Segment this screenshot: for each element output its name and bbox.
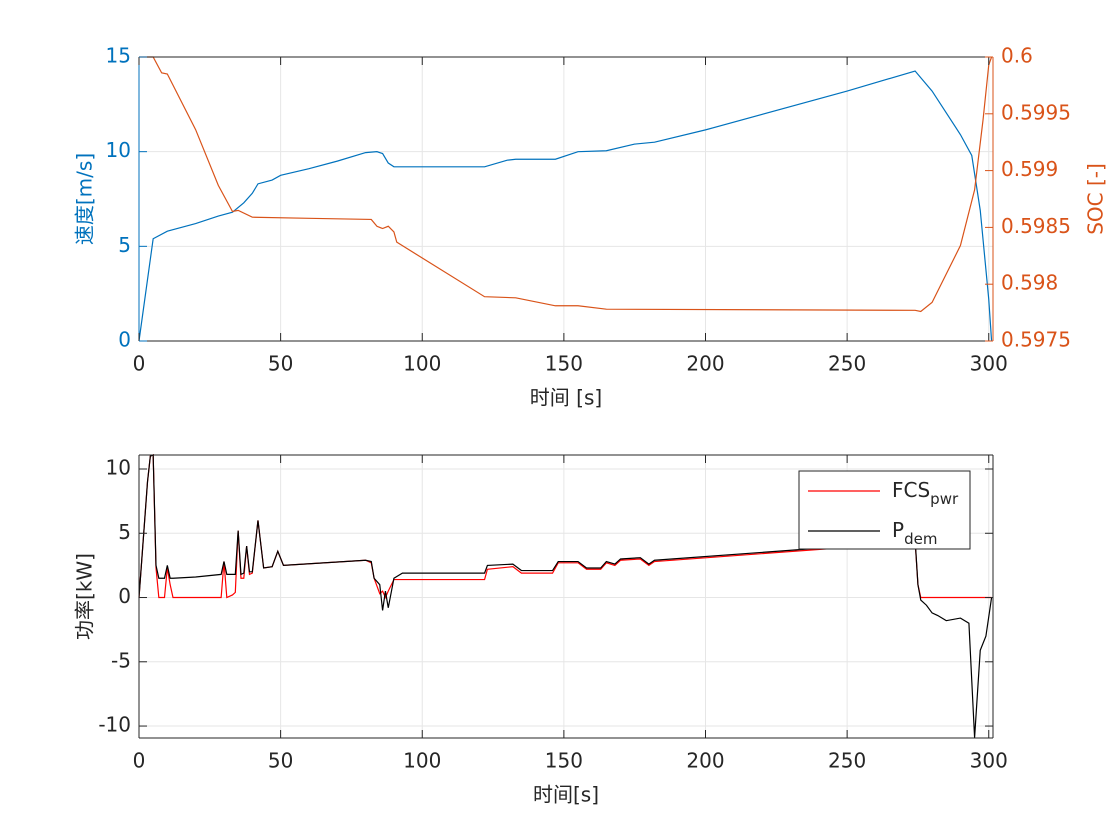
legend-box: [798, 470, 971, 550]
y-tick-label: 15: [106, 44, 131, 68]
x-tick-label: 100: [403, 352, 441, 376]
x-tick-label: 250: [828, 352, 866, 376]
x-tick-label: 300: [970, 352, 1008, 376]
x-axis-label: 时间 [s]: [530, 386, 602, 410]
y2-tick-label: 0.5985: [1001, 214, 1071, 238]
y2-tick-label: 0.599: [1001, 157, 1058, 181]
x-tick-label: 100: [403, 749, 441, 773]
legend-label: FCSpwr: [892, 478, 959, 508]
y2-axis-label: SOC [-]: [1084, 163, 1107, 235]
legend-subscript: pwr: [930, 490, 959, 508]
series-line: [139, 56, 993, 313]
x-tick-label: 200: [686, 749, 724, 773]
y-tick-label: -5: [111, 648, 131, 672]
x-tick-label: 0: [133, 749, 146, 773]
x-tick-label: 150: [545, 749, 583, 773]
y-axis-label: 功率[kW]: [73, 553, 97, 640]
y2-tick-label: 0.6: [1001, 44, 1033, 68]
y-tick-label: 0: [118, 328, 131, 352]
x-tick-label: 250: [828, 749, 866, 773]
y2-tick-label: 0.598: [1001, 271, 1058, 295]
y2-tick-label: 0.5995: [1001, 100, 1071, 124]
y-tick-label: 0: [118, 584, 131, 608]
legend-subscript: dem: [904, 530, 937, 548]
y-tick-label: 10: [106, 456, 131, 480]
x-tick-label: 300: [970, 749, 1008, 773]
y-tick-label: 10: [106, 138, 131, 162]
x-tick-label: 0: [133, 352, 146, 376]
y-tick-label: -10: [98, 713, 131, 737]
y2-tick-label: 0.5975: [1001, 328, 1071, 352]
y-tick-label: 5: [118, 233, 131, 257]
legend-name: FCS: [892, 478, 930, 502]
x-tick-label: 150: [545, 352, 583, 376]
x-tick-label: 50: [268, 352, 293, 376]
series-line: [138, 70, 993, 342]
y-axis-label: 速度[m/s]: [73, 153, 97, 245]
x-axis-label: 时间[s]: [533, 783, 599, 807]
axes: 0 50 100 150 200 250 300 0 5 10 15 0.5975 0.598 0.598…: [73, 44, 1107, 410]
legend-name: P: [892, 518, 904, 542]
legend-label: Pdem: [892, 518, 937, 548]
x-tick-label: 50: [268, 749, 293, 773]
x-tick-label: 200: [686, 352, 724, 376]
series-line: [138, 453, 993, 738]
axes: 0 50 100 150 200 250 300 -10 -5 0 5 10 时间[s] 功率[kW] FC…: [73, 453, 1008, 807]
y-tick-label: 5: [118, 520, 131, 544]
